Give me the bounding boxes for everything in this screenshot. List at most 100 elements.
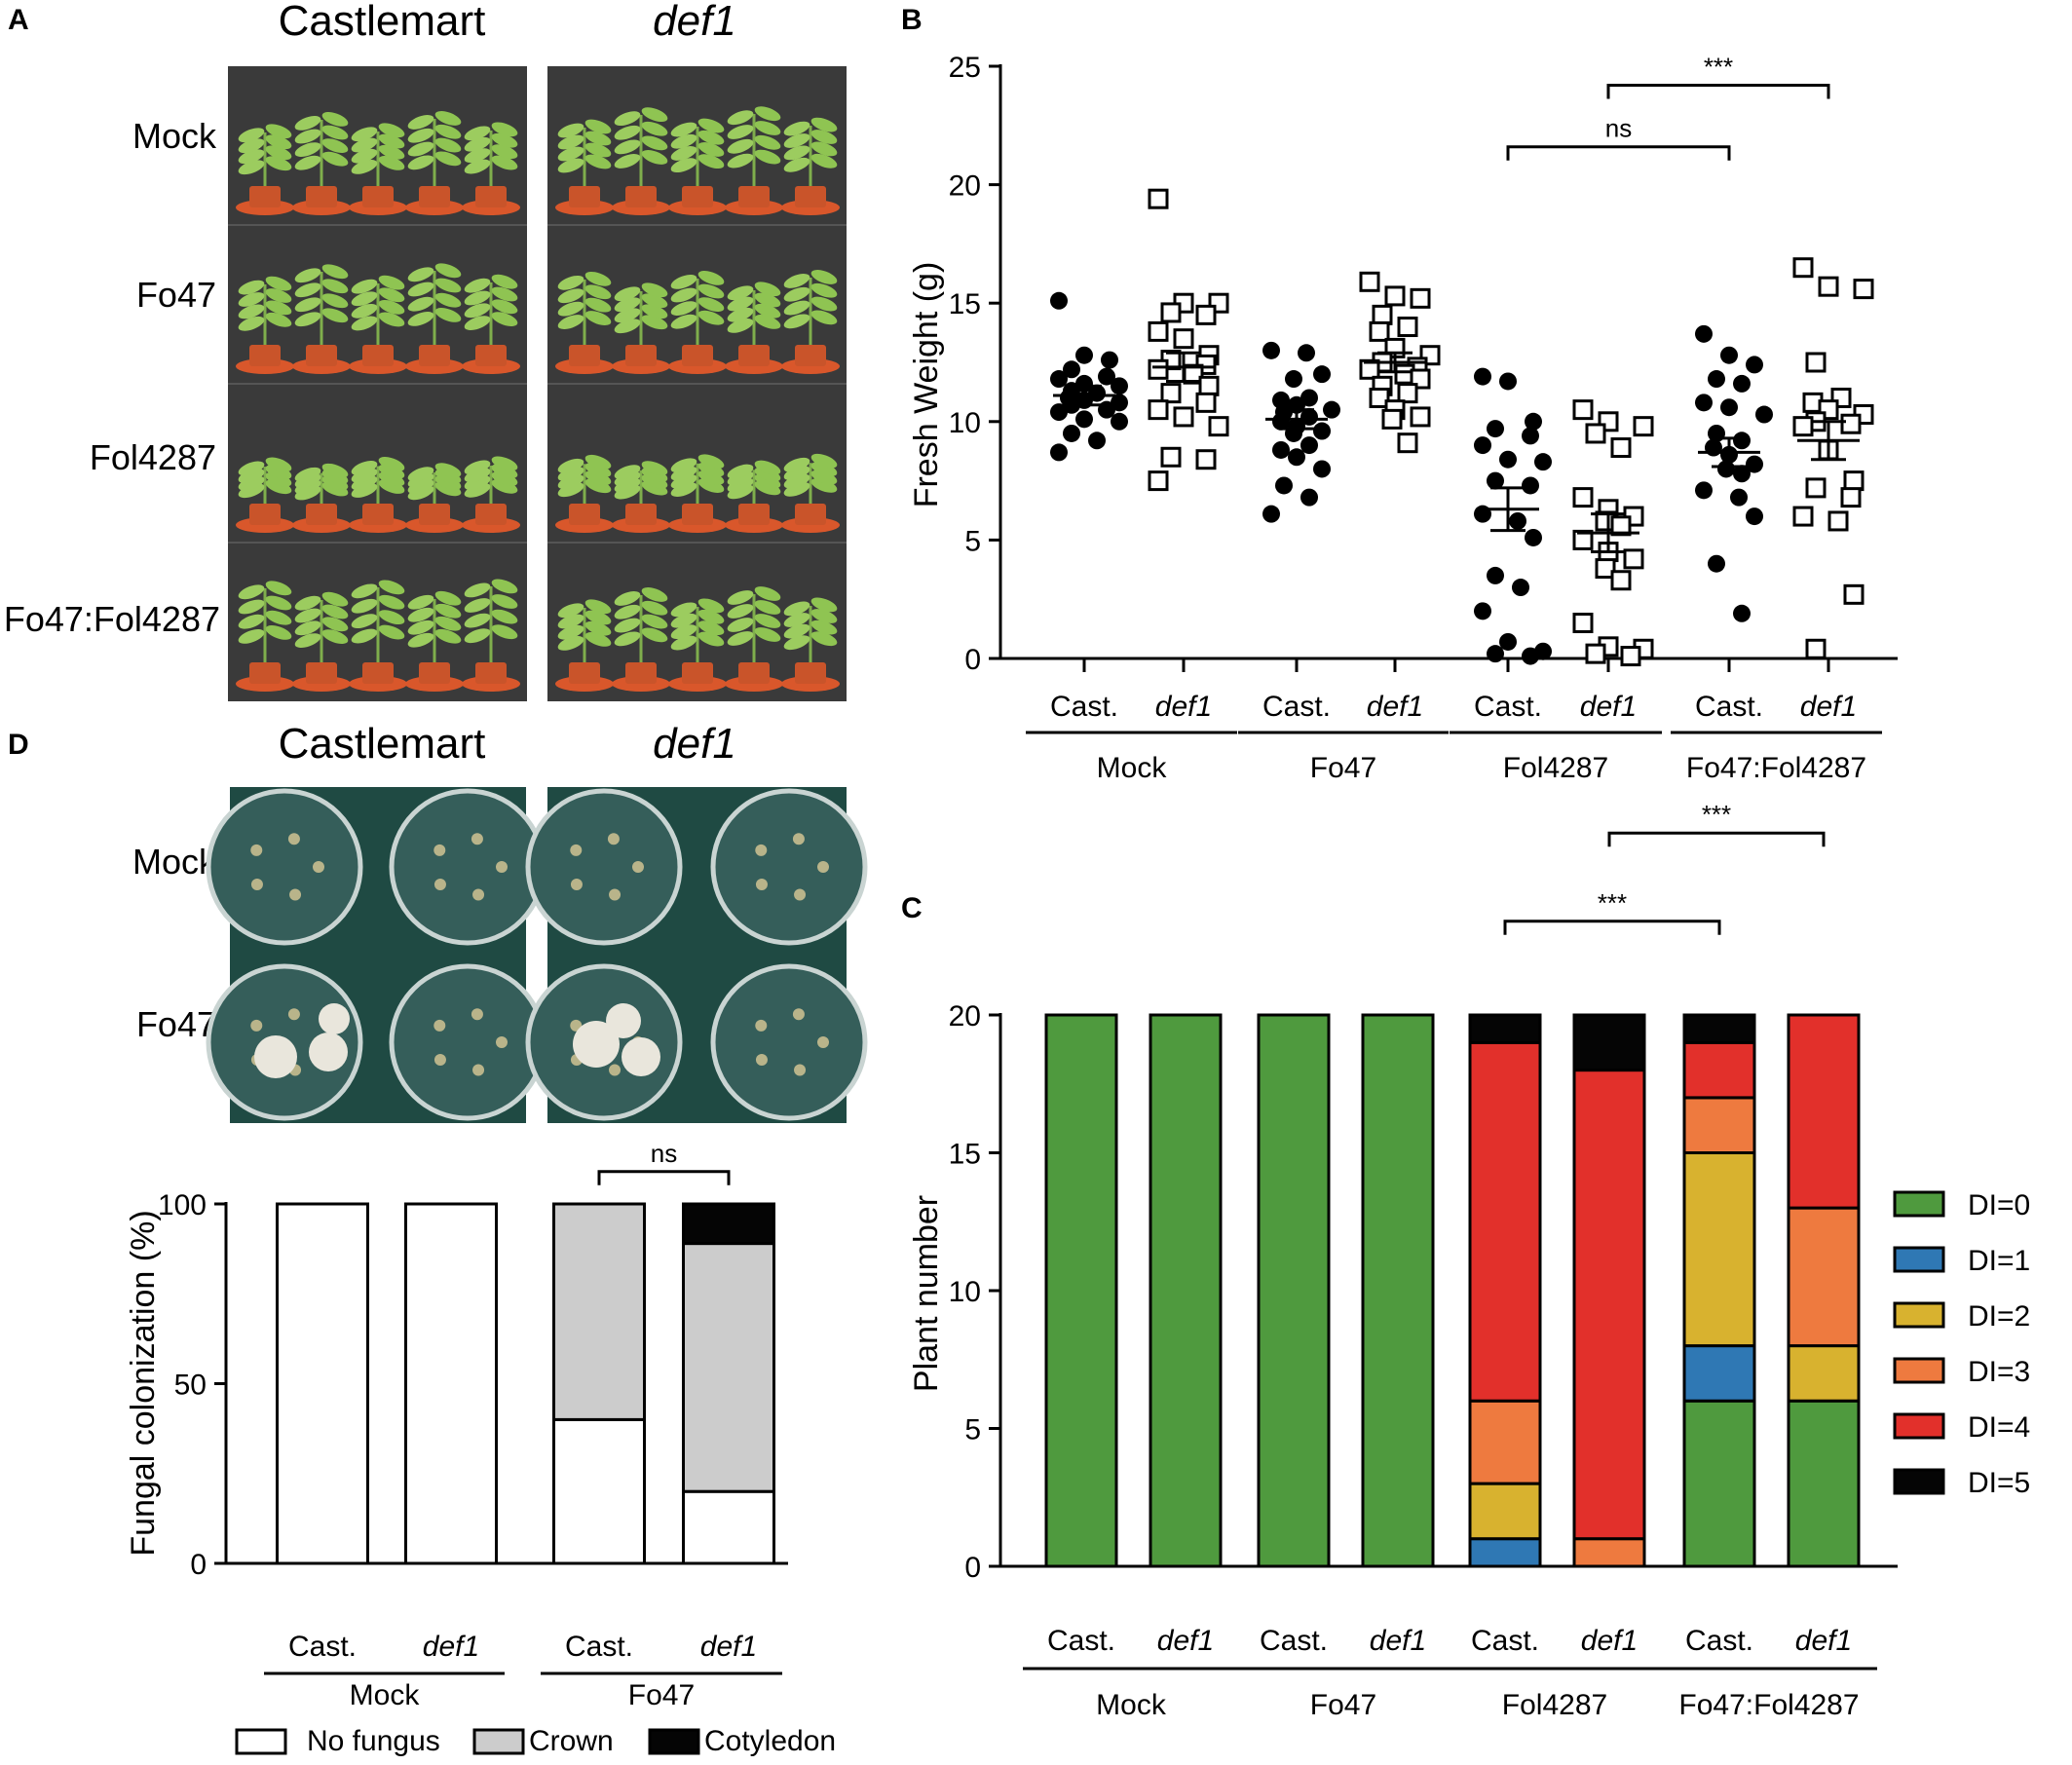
b-point: [1720, 398, 1738, 417]
leaf: [351, 137, 378, 153]
c-bar-segment: [1257, 1013, 1331, 1568]
leaf: [351, 148, 378, 164]
c-category-label: def1: [1157, 1625, 1214, 1657]
leaf: [697, 631, 725, 647]
tissue-piece: [313, 861, 324, 873]
leaf: [265, 312, 292, 327]
leaf: [783, 601, 810, 617]
c-y-tick-label: 0: [964, 1552, 981, 1584]
b-group-label: Fo47: [1310, 752, 1376, 784]
leaf: [238, 149, 265, 165]
leaf: [238, 614, 265, 629]
leaf: [584, 599, 612, 615]
c-category-label: Cast.: [1047, 1625, 1115, 1657]
leaf: [641, 614, 668, 629]
b-point: [1595, 558, 1616, 580]
b-point: [1313, 365, 1331, 384]
leaf: [727, 604, 754, 619]
header-def1: def1: [653, 0, 736, 45]
d-legend-label: Cotyledon: [704, 1725, 836, 1757]
leaf: [321, 604, 349, 620]
leaf: [265, 479, 292, 495]
leaf: [614, 465, 641, 480]
b-point: [1487, 471, 1504, 490]
leaf: [584, 284, 612, 300]
d-legend-swatch: [235, 1728, 287, 1755]
c-legend-swatch: [1893, 1301, 1945, 1329]
leaf: [238, 316, 265, 331]
leaf: [351, 468, 378, 483]
c-bar-segment: [1572, 1069, 1646, 1541]
leaf: [351, 316, 378, 331]
b-point: [1369, 387, 1390, 408]
leaf: [670, 275, 697, 289]
b-point: [1298, 344, 1315, 362]
c-bar-segment: [1572, 1537, 1646, 1568]
tissue-piece: [570, 844, 583, 856]
pot: [682, 186, 713, 207]
leaf: [238, 475, 265, 491]
fungal-colony: [606, 1003, 641, 1038]
leaf: [783, 286, 810, 302]
petri-dish: [525, 788, 683, 946]
leaf: [491, 312, 518, 326]
c-bar-segment: [1787, 1013, 1861, 1210]
b-category-label: Cast.: [1262, 691, 1331, 723]
leaf: [584, 463, 612, 477]
leaf: [754, 315, 781, 329]
leaf: [265, 610, 292, 625]
leaf: [351, 303, 378, 319]
b-point: [1359, 271, 1380, 292]
c-legend-label: DI=3: [1968, 1356, 2030, 1388]
leaf: [265, 124, 292, 139]
leaf: [783, 314, 810, 329]
leaf: [727, 590, 754, 605]
fungal-colony: [254, 1035, 297, 1078]
leaf: [670, 473, 697, 489]
leaf: [321, 125, 349, 140]
leaf: [557, 301, 584, 317]
pot: [362, 504, 394, 525]
b-point: [1572, 529, 1594, 550]
b-point: [1805, 352, 1827, 373]
b-point: [1792, 257, 1814, 279]
b-point: [1733, 465, 1751, 483]
leaf: [238, 160, 265, 175]
pot: [625, 345, 657, 366]
c-bar-segment: [1468, 1399, 1542, 1485]
leaf: [321, 591, 349, 607]
d-legend-label: Crown: [529, 1725, 614, 1757]
leaf: [464, 582, 491, 598]
b-point: [1198, 375, 1220, 396]
pot: [249, 345, 281, 366]
b-point: [1148, 320, 1169, 342]
leaf: [697, 310, 725, 325]
b-category-label: def1: [1800, 691, 1857, 723]
b-point: [1805, 638, 1827, 659]
d-legend-swatch: [472, 1728, 525, 1755]
leaf: [378, 156, 405, 170]
c-group-label: Fol4287: [1502, 1689, 1607, 1721]
leaf: [670, 602, 697, 618]
d-significance-bracket: [597, 1170, 731, 1185]
leaf: [697, 454, 725, 469]
panel-d-photos: D Castlemart def1 Mock Fo47: [8, 720, 868, 1123]
tissue-piece: [496, 861, 508, 873]
b-point: [1487, 420, 1504, 438]
b-point: [1746, 507, 1763, 526]
leaf: [464, 316, 491, 330]
leaf: [378, 464, 405, 479]
leaf: [321, 264, 349, 280]
pot: [682, 662, 713, 684]
b-significance-label: ns: [1605, 114, 1632, 143]
b-point: [1262, 341, 1280, 359]
tissue-piece: [570, 878, 583, 890]
c-significance-label: ***: [1598, 888, 1627, 918]
c-y-tick-label: 5: [964, 1414, 981, 1446]
tissue-piece: [433, 878, 446, 890]
tissue-piece: [433, 844, 446, 856]
b-point: [1050, 443, 1068, 462]
pot: [249, 186, 281, 207]
c-bar-segment: [1361, 1013, 1435, 1568]
leaf: [641, 600, 668, 616]
